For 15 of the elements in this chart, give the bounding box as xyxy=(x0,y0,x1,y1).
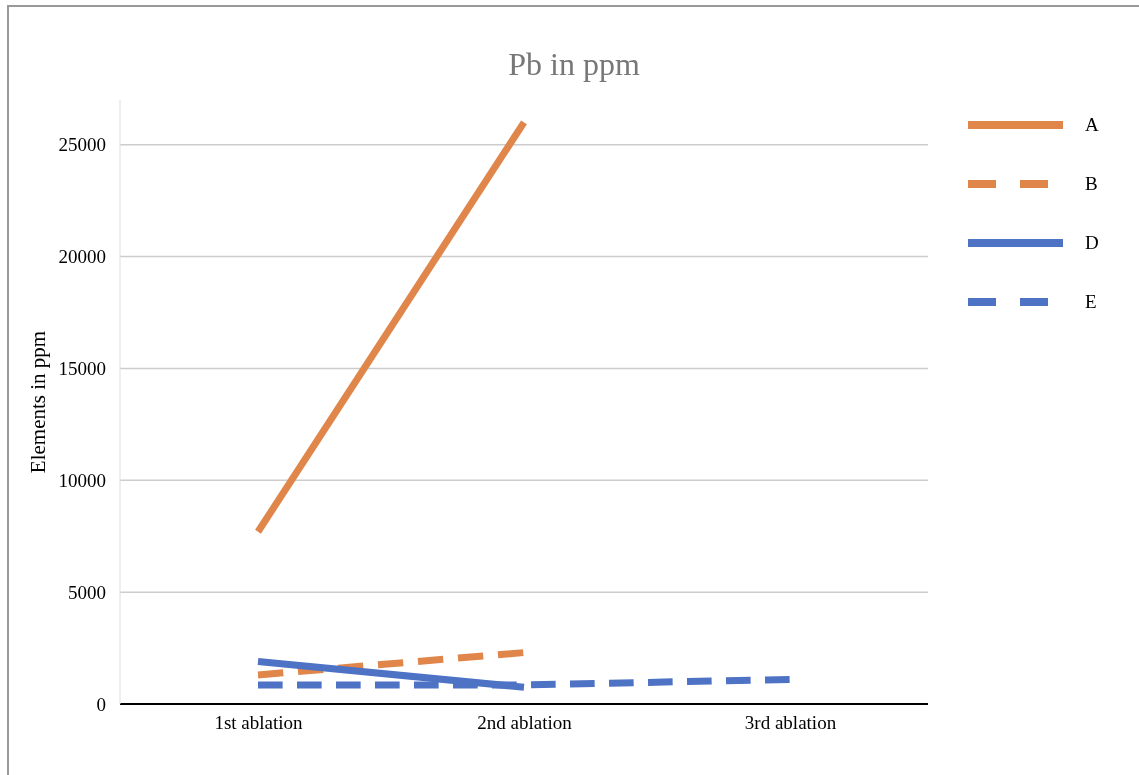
legend-label: E xyxy=(1085,291,1097,312)
legend-label: B xyxy=(1085,173,1098,194)
y-tick-label: 5000 xyxy=(68,581,106,603)
legend-label: A xyxy=(1085,114,1099,135)
y-tick-label: 25000 xyxy=(58,134,106,156)
legend-label: D xyxy=(1085,232,1099,253)
y-tick-label: 20000 xyxy=(58,246,106,268)
y-tick-label: 0 xyxy=(96,693,106,715)
y-tick-label: 10000 xyxy=(58,469,106,491)
x-tick-label: 1st ablation xyxy=(214,712,304,734)
chart-title: Pb in ppm xyxy=(508,46,640,82)
y-tick-label: 15000 xyxy=(58,358,106,380)
x-tick-label: 3rd ablation xyxy=(744,712,837,734)
y-axis-title: Elements in ppm xyxy=(26,330,50,474)
x-tick-label: 2nd ablation xyxy=(477,712,573,734)
